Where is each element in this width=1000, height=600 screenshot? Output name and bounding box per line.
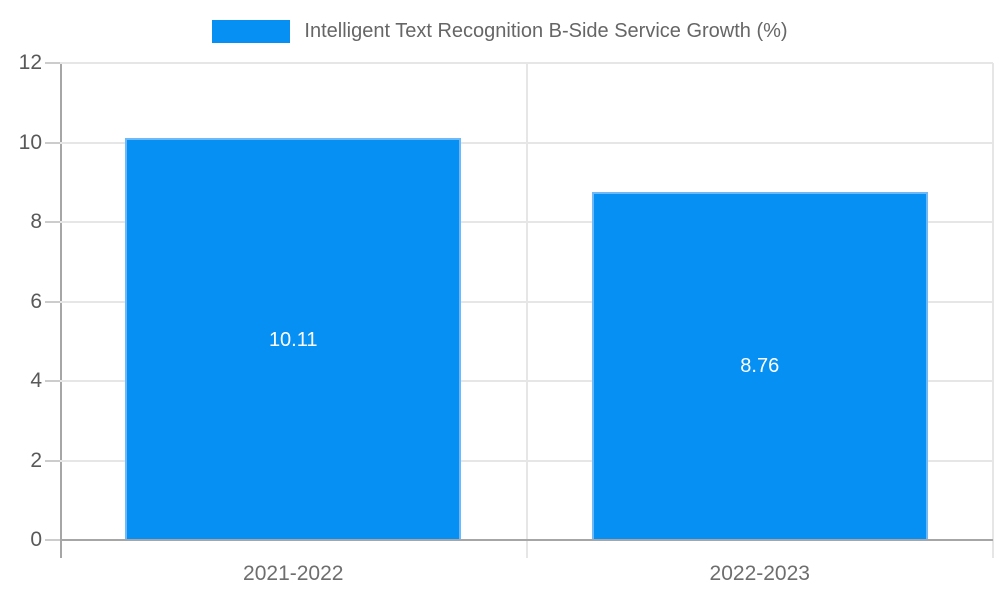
- bar-2022-2023[interactable]: 8.76: [591, 191, 928, 540]
- y-tick-mark-2: [45, 459, 60, 462]
- x-axis-line: [60, 539, 993, 541]
- y-tick-mark-8: [45, 221, 60, 223]
- legend-label: Intelligent Text Recognition B-Side Serv…: [304, 20, 788, 42]
- y-tick-mark-0: [45, 539, 60, 541]
- gridline-x-boundary-2: [992, 63, 994, 558]
- y-tick-mark-10: [45, 141, 60, 144]
- y-tick-mark-12: [45, 62, 60, 64]
- y-tick-mark-6: [45, 300, 60, 303]
- gridline-x-boundary-1: [525, 63, 528, 558]
- x-axis-label-2021-2022: 2021-2022: [243, 562, 344, 585]
- legend-swatch: [212, 20, 291, 43]
- bar-2021-2022[interactable]: 10.11: [125, 138, 462, 540]
- bar-value-label: 10.11: [268, 328, 318, 351]
- y-axis-label-10: 10: [18, 130, 42, 154]
- y-axis-label-4: 4: [30, 369, 42, 392]
- plot-area: 10.11 8.76: [60, 62, 994, 558]
- y-tick-mark-4: [45, 380, 60, 382]
- x-axis-label-2022-2023: 2022-2023: [709, 562, 810, 585]
- y-axis-label-0: 0: [30, 528, 42, 551]
- y-axis-label-2: 2: [30, 448, 42, 472]
- chart-legend[interactable]: Intelligent Text Recognition B-Side Serv…: [0, 20, 1000, 43]
- bar-value-label: 8.76: [740, 355, 780, 378]
- y-axis-label-6: 6: [30, 289, 42, 313]
- y-axis-label-8: 8: [30, 210, 42, 233]
- y-axis-line: [60, 63, 62, 558]
- y-axis-label-12: 12: [18, 51, 42, 74]
